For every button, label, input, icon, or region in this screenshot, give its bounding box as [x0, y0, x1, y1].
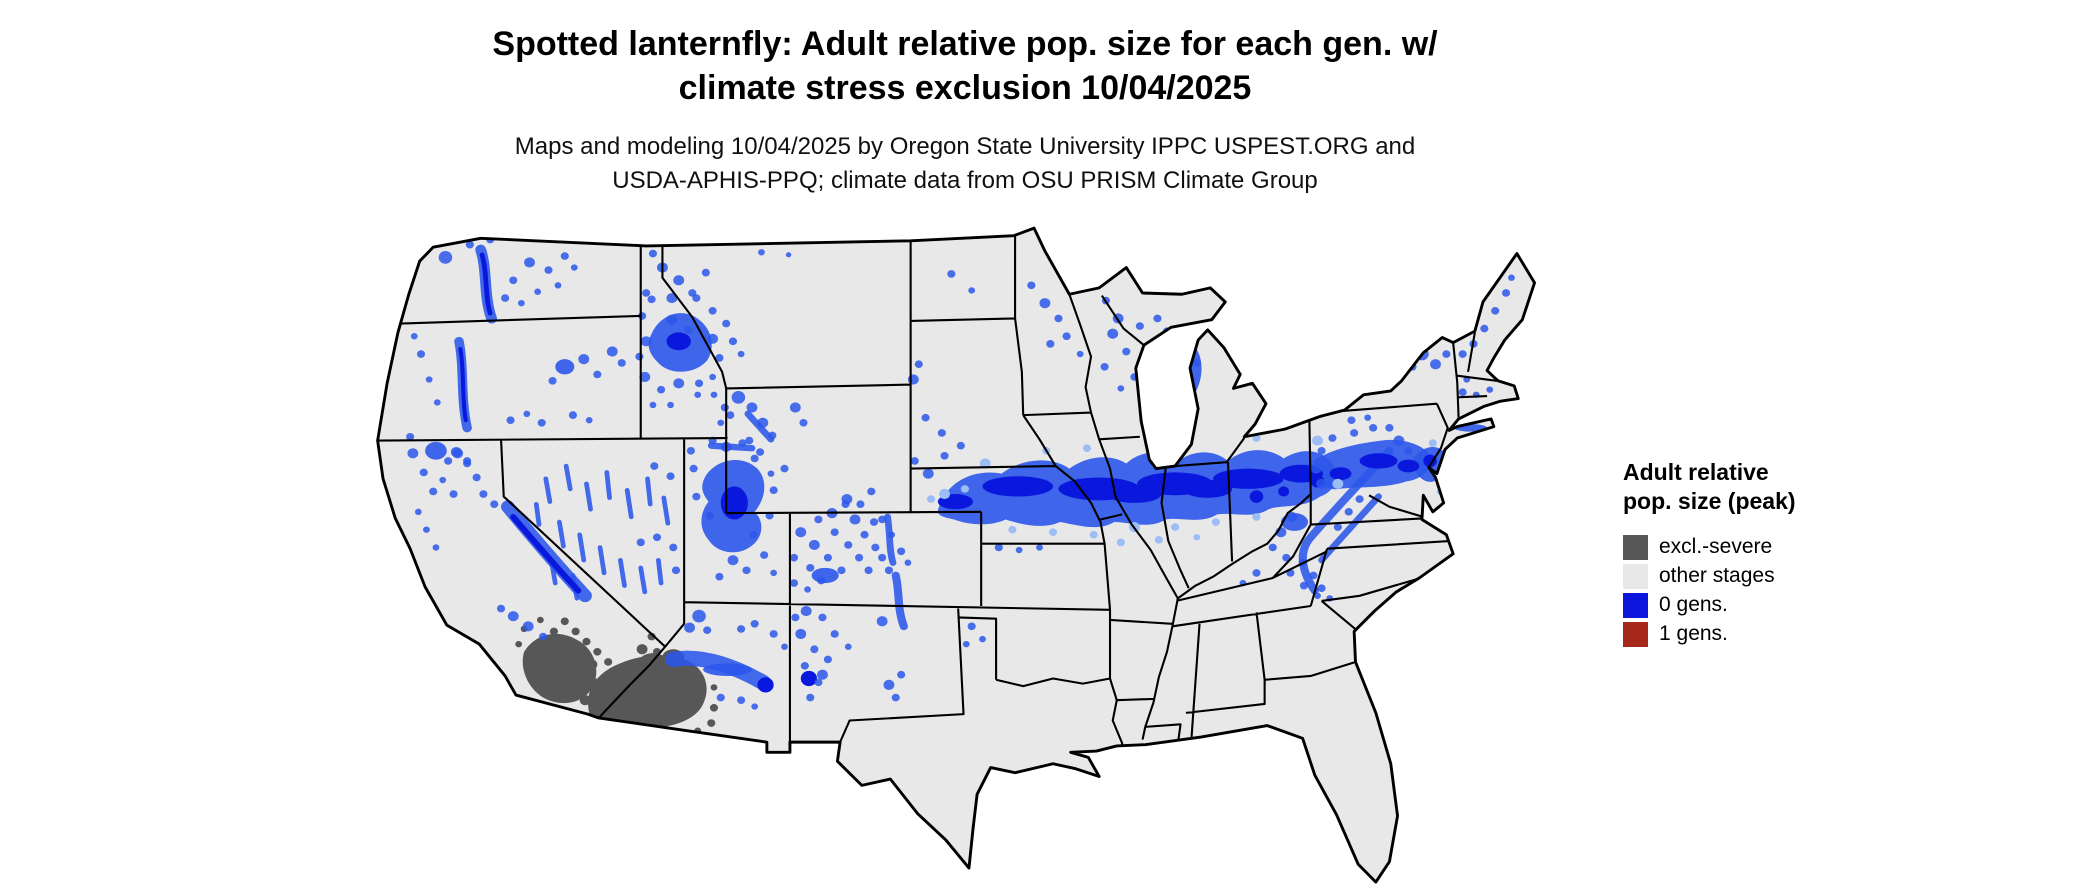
legend-item-excl-severe: excl.-severe — [1623, 533, 1833, 562]
zero-gens-core-layer — [458, 252, 1437, 693]
legend-item-0-gens: 0 gens. — [1623, 591, 1833, 620]
legend-item-1-gens: 1 gens. — [1623, 620, 1833, 649]
us-outline — [378, 228, 1535, 882]
subtitle-line-2: USDA-APHIS-PPQ; climate data from OSU PR… — [612, 167, 1318, 195]
legend-label-1-gens: 1 gens. — [1659, 622, 1728, 646]
title-line-1: Spotted lanternfly: Adult relative pop. … — [492, 25, 1438, 63]
state-borders-group — [378, 236, 1497, 769]
us-map — [341, 223, 1582, 891]
model-data-layer — [406, 235, 1515, 734]
zero-gens-speck-layer — [406, 235, 1515, 710]
chart-header: Spotted lanternfly: Adult relative pop. … — [0, 22, 1930, 199]
us-map-container — [341, 223, 1582, 891]
map-legend: Adult relative pop. size (peak) excl.-se… — [1623, 458, 1833, 649]
legend-swatch-1-gens — [1623, 621, 1648, 647]
legend-label-other-stages: other stages — [1659, 564, 1775, 588]
subtitle-line-1: Maps and modeling 10/04/2025 by Oregon S… — [514, 133, 1416, 161]
page-subtitle: Maps and modeling 10/04/2025 by Oregon S… — [0, 130, 1930, 198]
legend-item-other-stages: other stages — [1623, 562, 1833, 591]
legend-swatch-other-stages — [1623, 563, 1648, 589]
legend-label-excl-severe: excl.-severe — [1659, 535, 1773, 559]
legend-swatch-0-gens — [1623, 592, 1648, 618]
legend-label-0-gens: 0 gens. — [1659, 593, 1728, 617]
legend-swatch-excl-severe — [1623, 534, 1648, 560]
legend-title: Adult relative pop. size (peak) — [1623, 459, 1796, 515]
state-borders — [378, 236, 1497, 769]
page-title: Spotted lanternfly: Adult relative pop. … — [0, 22, 1930, 110]
title-line-2: climate stress exclusion 10/04/2025 — [678, 69, 1252, 108]
